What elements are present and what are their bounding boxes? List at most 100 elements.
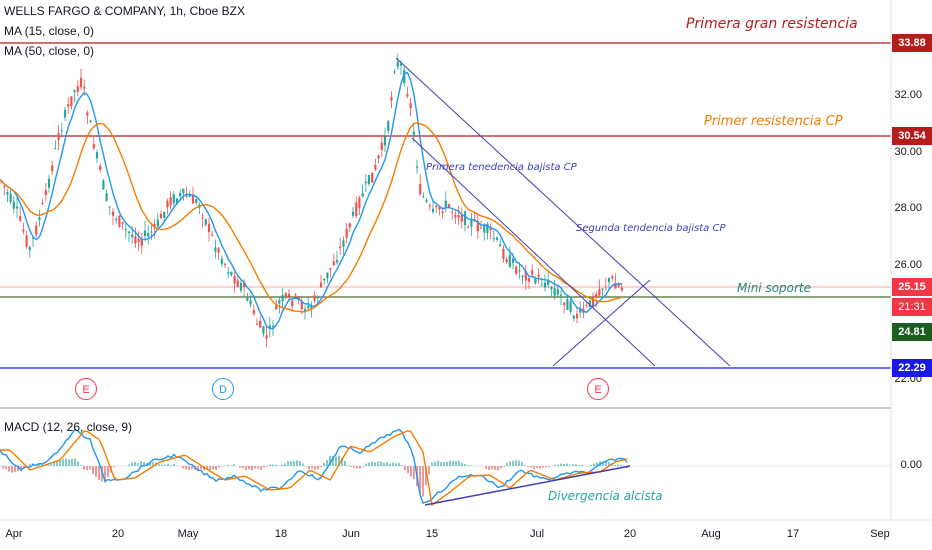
annotation-primera-gran-resistencia[interactable]: Primera gran resistencia [686, 16, 858, 32]
candle-body [486, 223, 489, 234]
dividend-event-marker[interactable]: D [212, 378, 234, 400]
macd-histogram-bar [581, 465, 583, 466]
macd-histogram-bar [242, 466, 244, 469]
macd-histogram-bar [143, 462, 145, 466]
candle-body [620, 287, 623, 291]
symbol-title[interactable]: WELLS FARGO & COMPANY, 1h, Cboe BZX [4, 4, 245, 18]
earnings-event-marker[interactable]: E [587, 378, 609, 400]
candle-body [547, 279, 550, 286]
candle-body [313, 295, 316, 301]
candle-body [614, 283, 617, 289]
candle-body [531, 270, 534, 275]
macd-histogram-bar [260, 466, 262, 470]
candle-body [326, 272, 329, 279]
candle-body [147, 233, 150, 237]
candle-body [255, 323, 259, 325]
macd-histogram-bar [497, 466, 499, 471]
macd-histogram-bar [74, 458, 76, 466]
macd-histogram-bar [620, 464, 622, 466]
macd-histogram-bar [2, 466, 4, 469]
candle-body [316, 297, 319, 299]
macd-histogram-bar [275, 464, 277, 466]
earnings-event-marker[interactable]: E [75, 378, 97, 400]
price-levels [0, 42, 891, 369]
candle-body [166, 200, 169, 208]
ma15-line [0, 71, 622, 330]
macd-pane [0, 428, 891, 507]
macd-histogram-bar [575, 464, 577, 466]
candle-body [579, 309, 582, 313]
ma50-legend[interactable]: MA (50, close, 0) [4, 44, 95, 58]
ma15-legend[interactable]: MA (15, close, 0) [4, 24, 95, 38]
macd-histogram-bar [134, 462, 136, 466]
candle-body [291, 300, 294, 307]
candle-body [60, 130, 63, 132]
macd-legend[interactable]: MACD (12, 26, close, 9) [4, 420, 133, 434]
candle-body [41, 202, 44, 205]
macd-histogram-bar [527, 466, 529, 467]
price-tick: 32.00 [894, 89, 922, 101]
candle-body [403, 69, 406, 84]
candle-body [140, 239, 143, 246]
candle-body [307, 305, 310, 309]
candle-body [351, 211, 355, 216]
macd-histogram-bar [380, 461, 382, 466]
macd-histogram-bar [431, 462, 433, 466]
candle-body [38, 217, 41, 221]
candle-body [563, 302, 566, 306]
macd-histogram-bar [71, 458, 73, 466]
candle-body [6, 191, 9, 195]
macd-histogram-bar [197, 466, 199, 471]
candle-body [230, 272, 233, 276]
price-candles [0, 53, 623, 348]
macd-histogram-bar [335, 456, 337, 466]
macd-histogram-bar [608, 462, 610, 466]
price-tag-30-54: 30.54 [892, 127, 932, 145]
time-tick: 20 [111, 528, 125, 540]
candle-body [217, 248, 220, 253]
candle-body [348, 223, 351, 228]
candle-body [355, 202, 358, 217]
macd-histogram-bar [521, 461, 523, 466]
macd-histogram-bar [185, 466, 187, 470]
time-tick: Jun [342, 528, 360, 540]
macd-histogram-bar [47, 463, 49, 466]
candle-body [543, 282, 547, 288]
annotation-trend-1[interactable]: Primera tenedencia bajista CP [426, 162, 577, 173]
candle-body [118, 215, 121, 228]
candle-body [195, 199, 198, 203]
time-tick: 17 [786, 528, 800, 540]
candle-body [540, 284, 543, 286]
macd-histogram-bar [443, 462, 445, 466]
macd-histogram-bar [152, 462, 154, 466]
candle-body [281, 295, 284, 302]
price-tag-33-88: 33.88 [892, 34, 932, 52]
trend-lines[interactable] [395, 57, 731, 367]
macd-histogram-bar [68, 459, 70, 466]
candle-body [294, 294, 297, 296]
annotation-primer-resistencia[interactable]: Primer resistencia CP [704, 114, 843, 129]
bar-countdown-tag: 21:31 [892, 298, 932, 316]
candle-body [131, 234, 134, 238]
time-tick: 15 [425, 528, 439, 540]
macd-histogram-bar [461, 462, 463, 466]
annotation-divergencia[interactable]: Divergencia alcista [548, 489, 663, 503]
annotation-trend-2[interactable]: Segunda tendencia bajista CP [576, 223, 726, 234]
macd-histogram-bar [539, 466, 541, 469]
annotation-mini-soporte[interactable]: Mini soporte [737, 281, 812, 295]
trendline-alcista [552, 279, 651, 367]
candle-body [329, 268, 332, 270]
macd-histogram-bar [338, 455, 340, 466]
candle-body [476, 220, 479, 232]
macd-histogram-bar [221, 466, 223, 467]
candle-body [588, 300, 591, 307]
candle-body [585, 304, 588, 306]
macd-histogram-bar [314, 466, 316, 470]
candle-body [515, 266, 518, 274]
candle-body [361, 193, 364, 197]
macd-histogram-bar [188, 466, 190, 470]
macd-histogram-bar [371, 461, 373, 466]
macd-histogram-bar [407, 466, 409, 474]
candle-body [419, 184, 422, 195]
